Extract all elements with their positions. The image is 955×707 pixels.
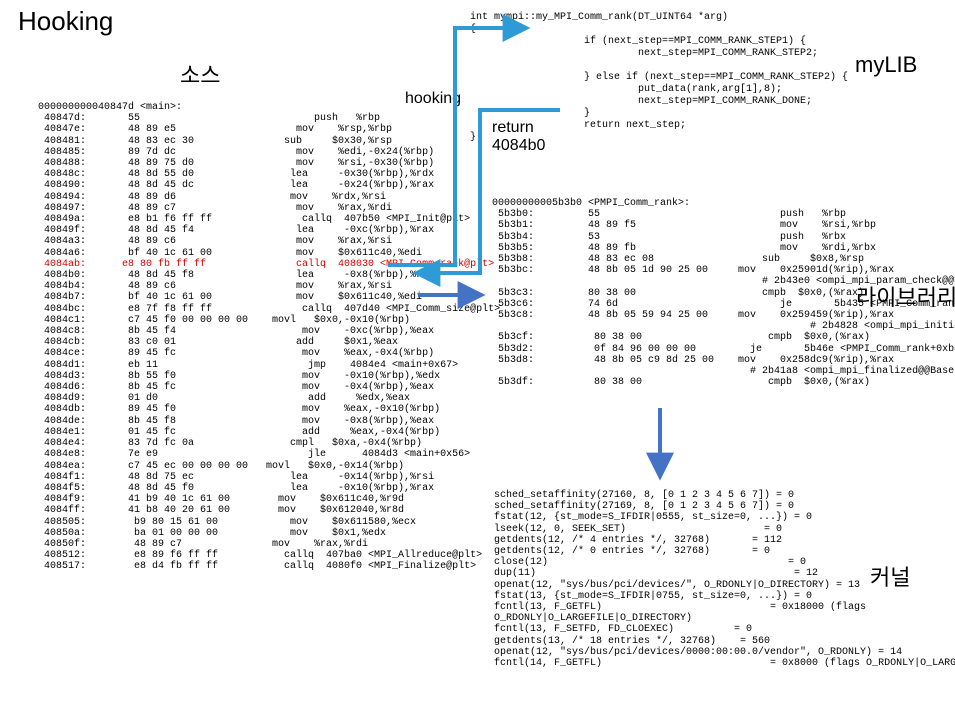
c-source-block: int mympi::my_MPI_Comm_rank(DT_UINT64 *a… <box>470 12 848 144</box>
kernel-trace-block: sched_setaffinity(27160, 8, [0 1 2 3 4 5… <box>494 490 955 669</box>
asm-main-block: 000000000040847d <main>: 40847d: 55 push… <box>38 102 500 573</box>
asm-pmpi-block: 00000000005b3b0 <PMPI_Comm_rank>: 5b3b0:… <box>492 198 955 388</box>
title-mylib: myLIB <box>855 52 917 78</box>
title-hooking: Hooking <box>18 6 113 37</box>
title-source: 소스 <box>180 58 220 90</box>
